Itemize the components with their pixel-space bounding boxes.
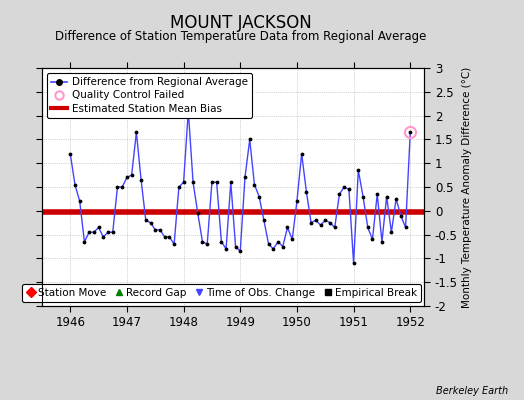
Legend: Station Move, Record Gap, Time of Obs. Change, Empirical Break: Station Move, Record Gap, Time of Obs. C… [22, 284, 421, 302]
Text: Difference of Station Temperature Data from Regional Average: Difference of Station Temperature Data f… [56, 30, 427, 43]
Text: Berkeley Earth: Berkeley Earth [436, 386, 508, 396]
Text: MOUNT JACKSON: MOUNT JACKSON [170, 14, 312, 32]
Y-axis label: Monthly Temperature Anomaly Difference (°C): Monthly Temperature Anomaly Difference (… [462, 66, 472, 308]
